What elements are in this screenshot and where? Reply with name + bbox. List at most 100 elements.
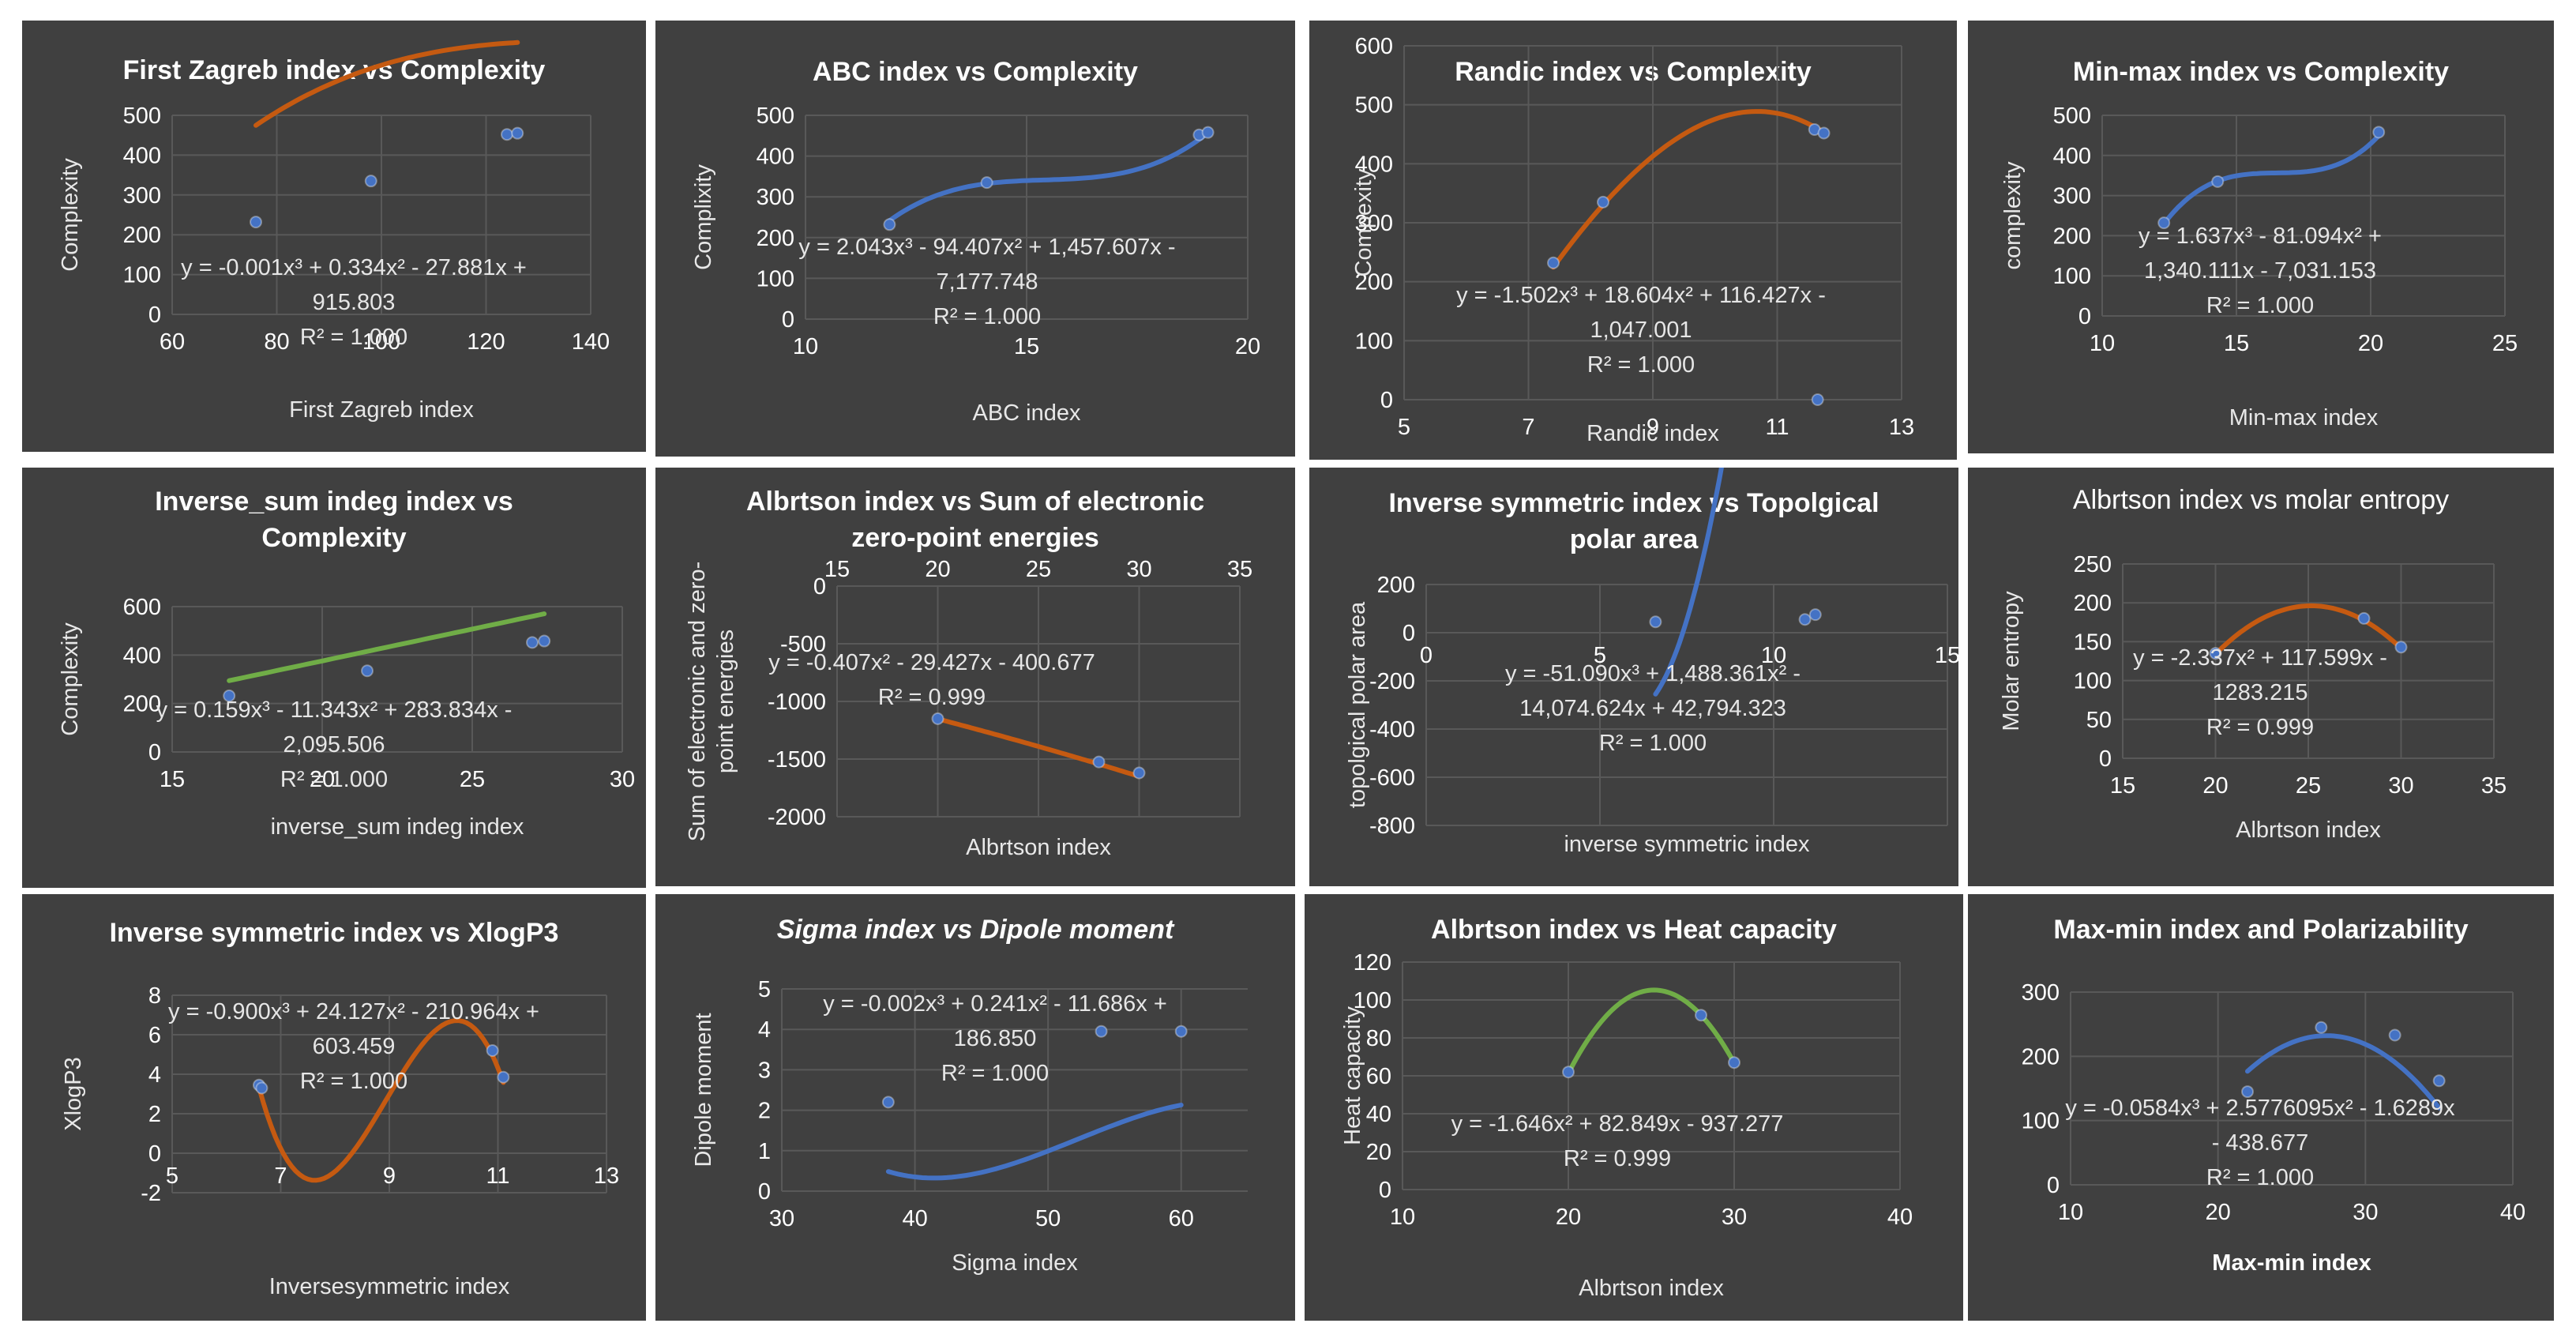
y-tick-label: -600	[1369, 765, 1415, 791]
x-tick-label: 13	[1889, 415, 1914, 440]
data-point	[2388, 1028, 2401, 1042]
y-tick-label: 0	[148, 303, 161, 328]
x-tick-label: 9	[383, 1163, 396, 1189]
trendline-equation: 915.803	[313, 290, 396, 315]
trendline-equation: 1,340.111x - 7,031.153	[2144, 258, 2376, 284]
x-tick-label: 11	[1765, 415, 1789, 440]
trendline-equation: y = 1.637x³ - 81.094x² +	[2139, 224, 2382, 249]
y-tick-label: 200	[1377, 573, 1415, 598]
trendline-equation: y = -0.001x³ + 0.334x² - 27.881x +	[181, 255, 527, 280]
trendline-equation: 1283.215	[2213, 680, 2308, 705]
data-point	[2315, 1021, 2328, 1034]
chart-title: Inverse symmetric index vs XlogP3	[110, 918, 559, 948]
x-tick-label: 60	[160, 329, 185, 355]
y-tick-label: 400	[123, 143, 161, 168]
y-tick-label: -400	[1369, 717, 1415, 742]
y-axis-label: Heat capacity	[1340, 1006, 1365, 1145]
x-tick-label: 25	[460, 767, 485, 792]
x-tick-label: 5	[1398, 415, 1410, 440]
x-tick-label: 15	[2110, 773, 2135, 799]
x-axis-label: First Zagreb index	[289, 397, 474, 423]
chart-svg: Sigma index vs Dipole moment 0 1 2 3 4 5 30 40 50…	[691, 915, 1248, 1276]
x-tick-label: 25	[1026, 557, 1051, 582]
y-tick-label: 3	[758, 1058, 771, 1083]
data-point	[2241, 1085, 2254, 1099]
x-tick-label: 10	[793, 334, 818, 359]
y-tick-label: 0	[1380, 388, 1393, 413]
chart-svg: Randic index vs Complexity 0 100 200 300 400 5…	[1351, 34, 1914, 446]
data-point	[1798, 613, 1812, 626]
chart-svg: Inverse symmetric index vs Topolgical pol…	[1345, 468, 1958, 857]
data-point	[2209, 647, 2222, 660]
data-point	[2372, 126, 2386, 139]
y-tick-label: 300	[2022, 980, 2060, 1006]
x-axis-label: Min-max index	[2229, 405, 2379, 430]
trendline-equation: y = -1.646x² + 82.849x - 937.277	[1451, 1111, 1784, 1137]
y-tick-label: 6	[148, 1023, 161, 1048]
chart-svg: Max-min index and Polarizability 0 100 200 3…	[2022, 915, 2526, 1276]
x-tick-label: 60	[1169, 1206, 1194, 1231]
data-point	[364, 175, 377, 188]
y-tick-label: -2	[141, 1181, 161, 1206]
y-tick-label: 80	[1366, 1026, 1391, 1051]
data-point	[1649, 615, 1662, 629]
data-point	[511, 126, 524, 140]
y-tick-label: 100	[2022, 1109, 2060, 1134]
data-point	[497, 1070, 510, 1084]
chart-title: Albrtson index vs Sum of electronic	[746, 487, 1204, 517]
y-tick-label: 400	[123, 643, 161, 668]
y-axis-label: XlogP3	[61, 1057, 86, 1131]
y-tick-label: 500	[757, 103, 794, 129]
y-tick-label: 5	[758, 977, 771, 1002]
data-point	[526, 636, 539, 649]
x-tick-label: 120	[467, 329, 505, 355]
y-tick-label: 0	[2047, 1173, 2060, 1198]
y-tick-label: 500	[123, 103, 161, 129]
y-tick-label: -1500	[768, 747, 826, 772]
y-axis-label: Molar entropy	[1999, 591, 2024, 731]
x-tick-label: 25	[2492, 331, 2518, 356]
y-tick-label: 600	[1355, 34, 1393, 59]
x-tick-label: 15	[160, 767, 185, 792]
y-tick-label: 20	[1366, 1140, 1391, 1165]
x-tick-label: 20	[1556, 1205, 1581, 1230]
trendline-equation: y = -1.502x³ + 18.604x² + 116.427x -	[1456, 283, 1826, 308]
data-point	[2211, 175, 2225, 188]
y-tick-label: 50	[2086, 708, 2112, 733]
trendline	[935, 716, 1142, 779]
y-tick-label: 400	[757, 145, 794, 170]
y-axis-label: Complexity	[58, 158, 83, 272]
y-tick-label: 0	[1379, 1178, 1391, 1203]
chart-svg: Inverse symmetric index vs XlogP3 -2 0 2 4 6 8…	[61, 918, 619, 1299]
x-axis-label: Albrtson index	[966, 835, 1111, 860]
data-point	[361, 664, 374, 678]
r-squared-label: R² = 1.000	[300, 325, 407, 350]
y-tick-label: 100	[1354, 988, 1391, 1013]
x-tick-label: 15	[2224, 331, 2249, 356]
y-tick-label: 100	[2074, 669, 2112, 694]
data-point	[501, 128, 513, 141]
r-squared-label: R² = 0.999	[2206, 715, 2314, 740]
y-tick-label: 100	[2053, 264, 2091, 289]
y-tick-label: 400	[2053, 144, 2091, 169]
y-tick-label: -500	[780, 632, 826, 657]
x-tick-label: 30	[1126, 557, 1151, 582]
trendline-equation: y = 2.043x³ - 94.407x² + 1,457.607x -	[798, 235, 1175, 260]
y-tick-label: 600	[123, 595, 161, 620]
y-tick-label: 0	[1403, 621, 1415, 646]
trendline	[1551, 109, 1827, 270]
data-point	[1811, 393, 1824, 406]
x-tick-label: 15	[1014, 334, 1039, 359]
trendline-equation: y = -2.337x² + 117.599x -	[2133, 645, 2387, 671]
chart-panel: ABC index vs Complexity 0 100 200 300 400 500 1…	[655, 21, 1295, 457]
data-point	[1597, 195, 1609, 209]
data-point	[931, 712, 944, 725]
y-axis-label: Dipole moment	[691, 1013, 716, 1167]
data-point	[980, 176, 993, 190]
y-tick-label: 200	[123, 692, 161, 717]
x-axis-label: inverse symmetric index	[1564, 832, 1810, 857]
y-tick-label: 0	[2099, 746, 2112, 772]
chart-title: Complexity	[261, 523, 406, 553]
chart-svg: Inverse_sum indeg index vs Complexity 0 200…	[58, 487, 635, 840]
x-tick-label: 30	[769, 1206, 794, 1231]
